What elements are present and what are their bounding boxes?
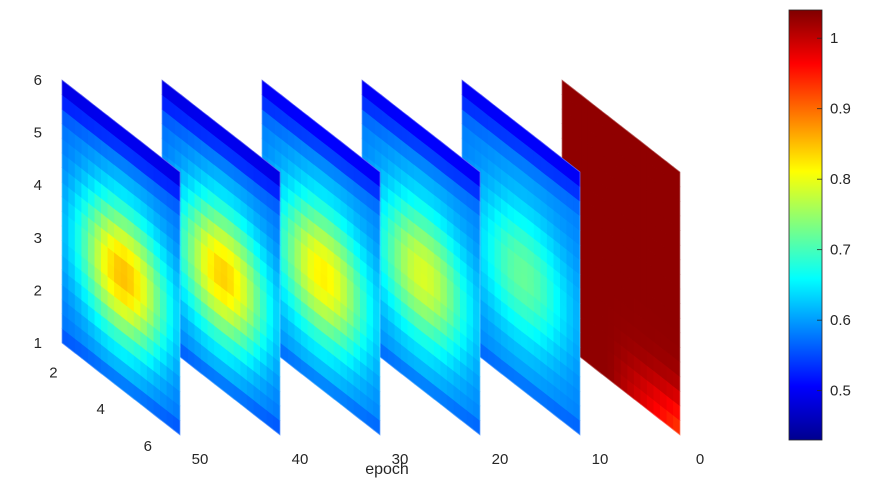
colorbar-tick-label: 0.5 (830, 383, 851, 400)
colorbar-tick-label: 0.7 (830, 242, 851, 259)
x-tick-label: 40 (292, 451, 309, 468)
colorbar-tick-label: 1 (830, 30, 838, 47)
slice-cell (273, 166, 281, 188)
x-axis-label: epoch (365, 461, 409, 478)
colorbar-gradient (788, 9, 823, 441)
slice-cell (573, 166, 581, 188)
z-tick-label: 4 (34, 177, 42, 194)
slice-outline (61, 79, 181, 436)
colorbar: 0.5 0.6 0.7 0.8 0.9 1 (788, 9, 851, 441)
z-tick-label: 1 (34, 335, 42, 352)
x-tick-label: 20 (492, 451, 509, 468)
slice-epoch-40 (161, 79, 281, 436)
slice-cell (673, 166, 681, 188)
colorbar-tick-label: 0.6 (830, 312, 851, 329)
slice-cell (473, 166, 481, 188)
slice-epoch-50 (61, 79, 181, 436)
x-tick-label: 10 (592, 451, 609, 468)
y-tick-label: 4 (96, 401, 104, 418)
z-tick-label: 6 (34, 72, 42, 89)
slice-epoch-10 (461, 79, 581, 436)
x-tick-label: 50 (192, 451, 209, 468)
colorbar-tick-label: 0.8 (830, 171, 851, 188)
slice-cell (373, 166, 381, 188)
x-tick-label: 30 (392, 451, 409, 468)
y-tick-label: 6 (144, 438, 152, 455)
z-tick-label: 3 (34, 230, 42, 247)
x-tick-label: 0 (696, 451, 704, 468)
z-tick-label: 2 (34, 282, 42, 299)
colorbar-tick-label: 0.9 (830, 101, 851, 118)
slice-cell (173, 166, 181, 188)
slice-epoch-30 (261, 79, 381, 436)
slice-layer (61, 79, 681, 436)
z-tick-label: 5 (34, 125, 42, 142)
y-tick-label: 2 (49, 364, 57, 381)
